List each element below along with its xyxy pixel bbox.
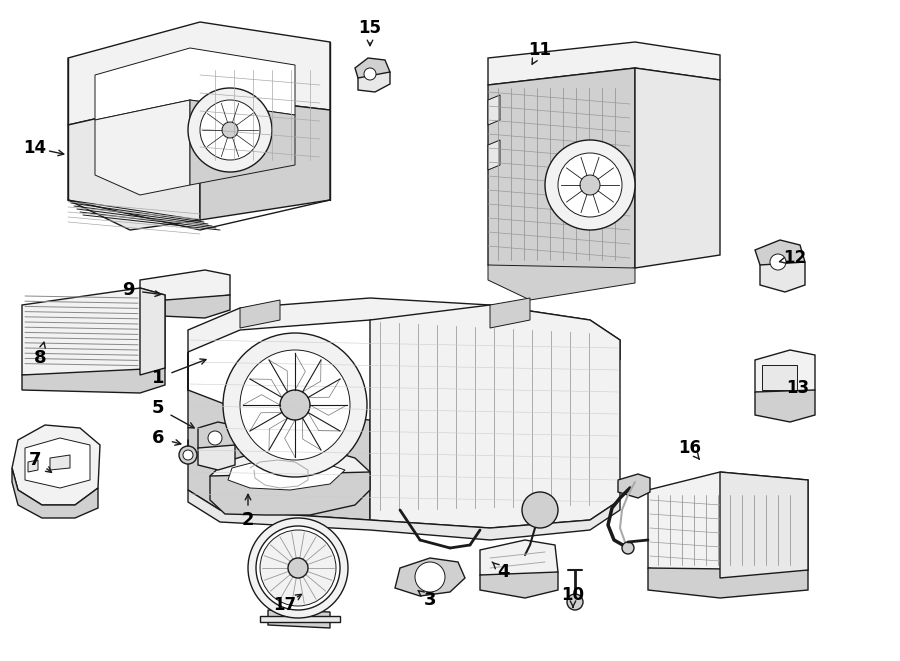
Polygon shape xyxy=(50,455,70,470)
Text: 6: 6 xyxy=(152,429,164,447)
Polygon shape xyxy=(240,300,280,328)
Text: 8: 8 xyxy=(33,349,46,367)
Text: 15: 15 xyxy=(358,19,382,37)
Text: 3: 3 xyxy=(424,591,436,609)
Text: 9: 9 xyxy=(122,281,134,299)
Circle shape xyxy=(183,450,193,460)
Polygon shape xyxy=(755,350,815,398)
Polygon shape xyxy=(188,352,370,520)
Polygon shape xyxy=(22,368,165,393)
Text: 10: 10 xyxy=(562,586,584,604)
Polygon shape xyxy=(140,270,230,302)
Text: 4: 4 xyxy=(497,563,509,581)
Polygon shape xyxy=(95,100,190,195)
Circle shape xyxy=(288,558,308,578)
Text: 1: 1 xyxy=(152,369,164,387)
Polygon shape xyxy=(488,140,500,170)
Polygon shape xyxy=(268,610,330,628)
Text: 14: 14 xyxy=(23,139,47,157)
Polygon shape xyxy=(140,295,230,318)
Circle shape xyxy=(179,446,197,464)
Circle shape xyxy=(580,175,600,195)
Circle shape xyxy=(200,100,260,160)
Polygon shape xyxy=(648,568,808,598)
Circle shape xyxy=(208,431,222,445)
Circle shape xyxy=(622,542,634,554)
Polygon shape xyxy=(370,305,620,528)
Text: 17: 17 xyxy=(274,596,297,614)
Circle shape xyxy=(260,530,336,606)
Text: 7: 7 xyxy=(29,451,41,469)
Circle shape xyxy=(567,594,583,610)
Polygon shape xyxy=(210,472,370,515)
Polygon shape xyxy=(68,22,330,125)
Polygon shape xyxy=(490,298,530,328)
Polygon shape xyxy=(260,616,340,622)
Polygon shape xyxy=(480,572,558,598)
Polygon shape xyxy=(12,425,100,505)
Polygon shape xyxy=(760,262,805,292)
Text: 16: 16 xyxy=(679,439,701,457)
Circle shape xyxy=(280,390,310,420)
Circle shape xyxy=(240,350,350,460)
Circle shape xyxy=(223,333,367,477)
Circle shape xyxy=(770,254,786,270)
Polygon shape xyxy=(95,48,295,120)
Text: 13: 13 xyxy=(787,379,810,397)
Polygon shape xyxy=(355,58,390,80)
Polygon shape xyxy=(22,288,165,375)
Polygon shape xyxy=(618,474,650,498)
Circle shape xyxy=(256,526,340,610)
Polygon shape xyxy=(488,265,635,300)
Polygon shape xyxy=(188,490,620,540)
Circle shape xyxy=(415,562,445,592)
Bar xyxy=(762,365,797,390)
Polygon shape xyxy=(188,298,620,360)
Polygon shape xyxy=(720,472,808,578)
Circle shape xyxy=(545,140,635,230)
Polygon shape xyxy=(488,42,720,85)
Circle shape xyxy=(522,492,558,528)
Polygon shape xyxy=(488,95,500,125)
Text: 11: 11 xyxy=(528,41,552,59)
Polygon shape xyxy=(200,95,330,220)
Polygon shape xyxy=(755,390,815,422)
Circle shape xyxy=(188,88,272,172)
Polygon shape xyxy=(635,68,720,268)
Polygon shape xyxy=(488,68,635,285)
Polygon shape xyxy=(198,422,235,452)
Polygon shape xyxy=(198,445,235,470)
Polygon shape xyxy=(25,438,90,488)
Circle shape xyxy=(222,122,238,138)
Text: 12: 12 xyxy=(783,249,806,267)
Polygon shape xyxy=(12,468,98,518)
Polygon shape xyxy=(480,540,558,582)
Polygon shape xyxy=(28,460,38,472)
Circle shape xyxy=(558,153,622,217)
Circle shape xyxy=(248,518,348,618)
Circle shape xyxy=(364,68,376,80)
Polygon shape xyxy=(755,240,805,270)
Polygon shape xyxy=(140,288,165,375)
Polygon shape xyxy=(210,448,370,502)
Polygon shape xyxy=(395,558,465,596)
Polygon shape xyxy=(358,72,390,92)
Polygon shape xyxy=(228,458,345,490)
Text: 5: 5 xyxy=(152,399,164,417)
Polygon shape xyxy=(648,472,808,578)
Polygon shape xyxy=(190,100,295,185)
Polygon shape xyxy=(68,95,200,230)
Text: 2: 2 xyxy=(242,511,254,529)
